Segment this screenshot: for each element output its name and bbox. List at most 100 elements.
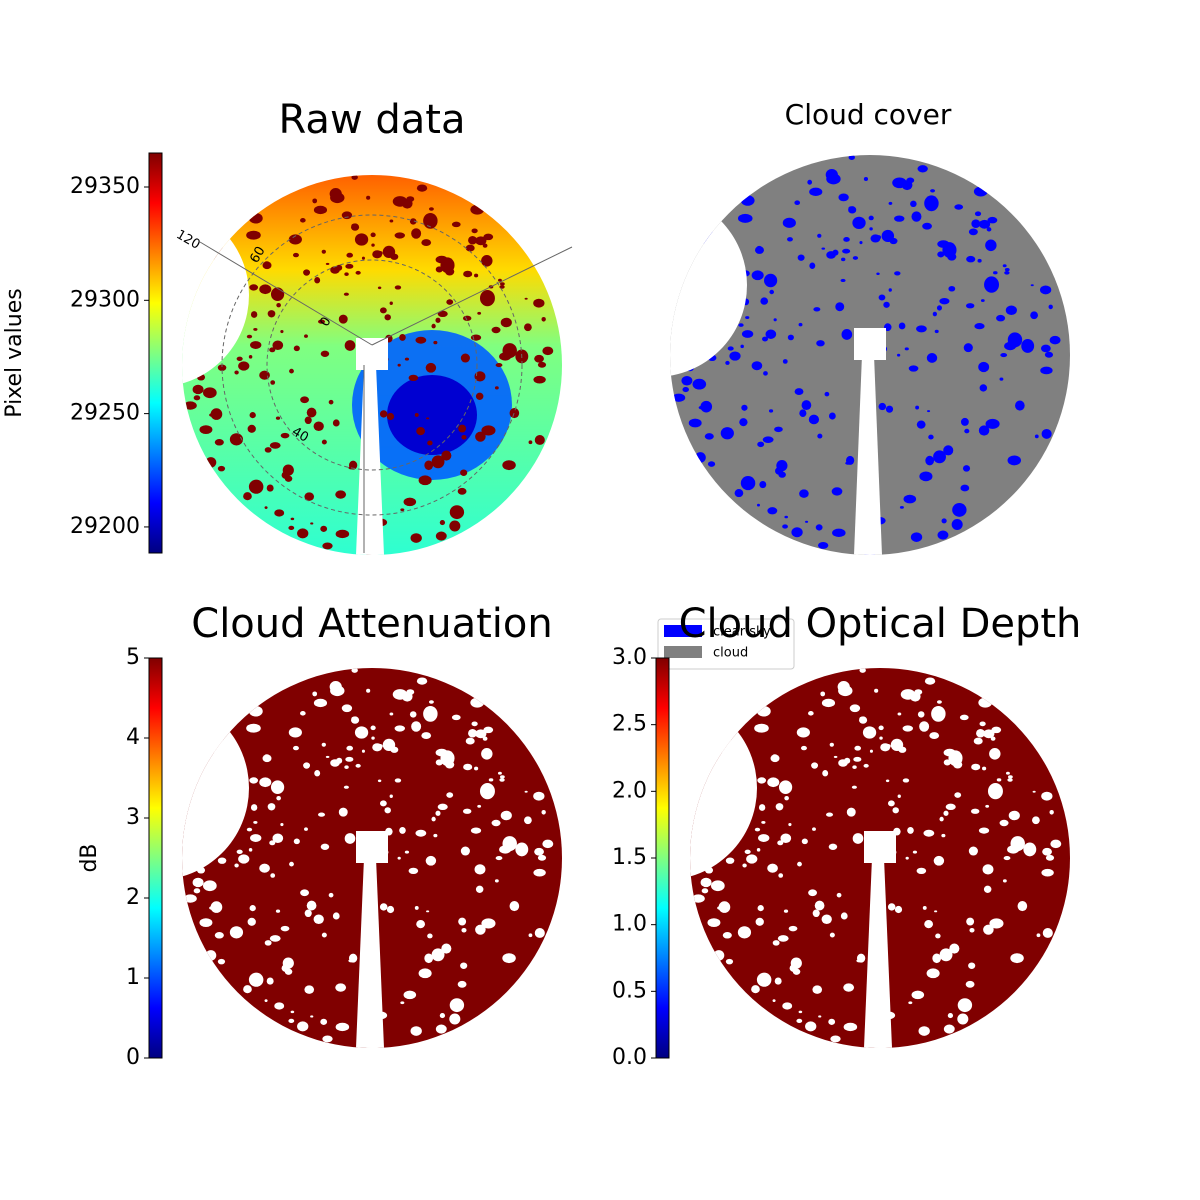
sky-feature xyxy=(409,218,417,225)
sky-feature xyxy=(740,476,756,491)
sky-feature xyxy=(205,950,217,961)
sky-feature xyxy=(1049,809,1054,815)
sky-feature xyxy=(964,428,970,434)
sky-feature xyxy=(259,863,270,873)
sky-feature xyxy=(321,742,326,747)
sky-feature xyxy=(852,256,859,260)
sky-feature xyxy=(289,368,294,374)
sky-feature xyxy=(423,705,438,722)
sky-feature xyxy=(449,520,461,532)
sky-feature xyxy=(1041,428,1052,439)
sky-feature xyxy=(798,322,803,327)
sky-feature xyxy=(336,757,343,764)
sky-feature xyxy=(249,905,256,912)
sky-feature xyxy=(479,289,495,307)
sky-feature xyxy=(725,857,735,864)
sky-feature xyxy=(377,743,383,749)
sky-feature xyxy=(983,885,992,893)
sky-feature xyxy=(290,1010,295,1014)
sky-feature xyxy=(999,819,1009,827)
sky-feature xyxy=(533,375,546,384)
sky-feature xyxy=(963,343,973,353)
sky-feature xyxy=(808,414,820,425)
sky-feature xyxy=(1008,810,1020,821)
sky-feature xyxy=(234,863,239,868)
sky-feature xyxy=(924,920,934,929)
sky-feature xyxy=(1042,928,1053,938)
sky-feature xyxy=(848,206,853,211)
sky-feature xyxy=(451,714,461,721)
sky-feature xyxy=(415,829,427,837)
sky-feature xyxy=(343,785,349,789)
mast-mask xyxy=(356,338,388,370)
sky-feature xyxy=(481,748,493,760)
sky-feature xyxy=(899,506,904,509)
sky-feature xyxy=(272,833,284,843)
sky-feature xyxy=(919,471,933,482)
sky-feature xyxy=(916,325,927,333)
sky-feature xyxy=(468,235,477,245)
sky-feature xyxy=(784,515,789,519)
sky-feature xyxy=(524,323,532,332)
sky-feature xyxy=(746,854,758,864)
sky-feature xyxy=(264,261,270,265)
sky-feature xyxy=(848,155,855,160)
sky-feature xyxy=(449,1013,461,1025)
sky-image xyxy=(690,668,1070,1048)
sky-feature xyxy=(304,492,315,501)
sky-feature xyxy=(377,286,382,290)
sky-feature xyxy=(742,863,747,868)
sky-feature xyxy=(410,1026,422,1036)
mast-mask xyxy=(356,365,384,555)
sky-feature xyxy=(1034,434,1039,439)
sky-feature xyxy=(957,998,973,1013)
sky-feature xyxy=(238,361,250,371)
sky-feature xyxy=(758,834,770,842)
sky-feature xyxy=(852,765,857,769)
sky-feature xyxy=(243,492,252,501)
sky-feature xyxy=(756,503,760,507)
sky-feature xyxy=(885,405,894,413)
mast-mask xyxy=(854,328,886,360)
sky-feature xyxy=(832,528,846,538)
sky-feature xyxy=(828,412,836,420)
sky-feature xyxy=(264,940,272,946)
sky-feature xyxy=(471,228,478,234)
sky-feature xyxy=(934,910,938,913)
sky-feature xyxy=(435,255,448,264)
sky-feature xyxy=(470,827,482,834)
sky-feature xyxy=(791,527,803,538)
sky-feature xyxy=(477,804,482,808)
sky-feature xyxy=(888,288,892,292)
sky-feature xyxy=(524,816,532,825)
sky-feature xyxy=(361,749,365,753)
sky-feature xyxy=(815,524,823,531)
sky-feature xyxy=(346,252,353,258)
sky-feature xyxy=(973,737,983,745)
sky-feature xyxy=(481,255,493,267)
sky-feature xyxy=(754,723,769,733)
sky-feature xyxy=(851,785,857,789)
sky-feature xyxy=(217,958,226,965)
sky-feature xyxy=(894,905,903,914)
sky-feature xyxy=(272,340,284,350)
sky-feature xyxy=(460,353,470,363)
sky-feature xyxy=(778,780,793,794)
sky-feature xyxy=(1039,285,1052,295)
sky-feature xyxy=(694,452,706,463)
sky-feature xyxy=(774,426,783,433)
sky-feature xyxy=(249,284,259,291)
sky-feature xyxy=(217,465,226,472)
sky-feature xyxy=(1032,816,1040,825)
sky-feature xyxy=(853,756,862,762)
sky-feature xyxy=(320,350,330,357)
sky-feature xyxy=(898,746,907,753)
sky-feature xyxy=(488,778,494,782)
sky-feature xyxy=(183,894,197,903)
sky-feature xyxy=(274,1002,285,1010)
sky-feature xyxy=(351,668,358,673)
sky-feature xyxy=(943,1024,955,1034)
sky-feature xyxy=(799,489,809,498)
sky-feature xyxy=(1017,900,1028,912)
